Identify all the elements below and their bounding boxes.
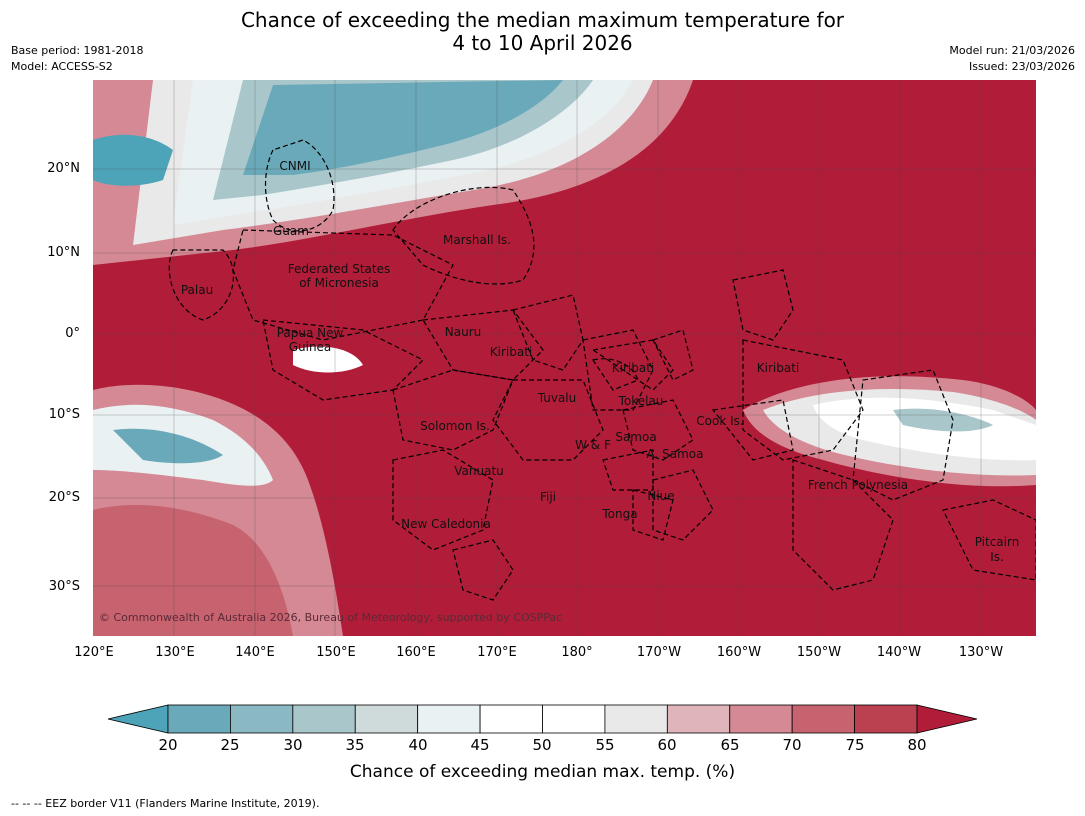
colorbar-cell (854, 704, 918, 734)
region-label-pitcairn-line1: Pitcairn (974, 535, 1020, 549)
colorbar-cell (666, 704, 731, 734)
y-tick-label: 20°N (47, 161, 80, 176)
x-tick-label: 120°E (74, 645, 114, 660)
colorbar-cell (542, 704, 606, 734)
copyright-notice: © Commonwealth of Australia 2026, Bureau… (99, 611, 563, 624)
y-tick-label: 10°S (48, 407, 80, 422)
region-label-samoa: Samoa (615, 430, 657, 444)
region-label-american-samoa: A. Samoa (646, 447, 704, 461)
eez-borders (168, 139, 1036, 601)
x-tick-label: 150°W (796, 645, 842, 660)
colorbar-tick: 20 (158, 736, 178, 754)
region-label-fsm-line2: of Micronesia (299, 276, 379, 290)
colorbar-cell (292, 704, 356, 734)
map-shading (93, 80, 1036, 636)
y-tick-label: 10°N (47, 245, 80, 260)
colorbar-cell (479, 704, 543, 734)
x-tick-label: 170°W (636, 645, 682, 660)
colorbar-cell (791, 704, 855, 734)
y-tick-label: 20°S (48, 490, 80, 505)
region-label-guam: Guam (273, 224, 309, 238)
y-tick-label: 0° (65, 326, 80, 341)
colorbar-tick: 30 (283, 736, 303, 754)
colorbar-tick: 50 (532, 736, 552, 754)
colorbar-tick: 55 (595, 736, 615, 754)
x-tick-label: 160°E (396, 645, 436, 660)
model-run: Model run: 21/03/2026 (949, 44, 1075, 57)
region-label-cook: Cook Is. (696, 414, 744, 428)
footer-eez-note: -- -- -- EEZ border V11 (Flanders Marine… (11, 797, 320, 810)
colorbar-tick: 70 (782, 736, 802, 754)
colorbar-tick: 45 (470, 736, 490, 754)
colorbar-under-arrow (107, 704, 169, 734)
x-tick-label: 140°W (876, 645, 922, 660)
region-label-fiji: Fiji (539, 490, 557, 504)
colorbar-tick: 35 (345, 736, 365, 754)
x-tick-label: 160°W (716, 645, 762, 660)
region-label-kiribati-west: Kiribati (489, 345, 533, 359)
region-label-wallis-futuna: W & F (575, 438, 611, 452)
y-tick-label: 30°S (48, 579, 80, 594)
region-label-marshall: Marshall Is. (443, 233, 511, 247)
region-label-pitcairn-line2: Is. (990, 550, 1004, 564)
x-tick-label: 180° (561, 645, 593, 660)
model-name: Model: ACCESS-S2 (11, 60, 113, 73)
region-label-tonga: Tonga (602, 507, 638, 521)
region-label-new-caledonia: New Caledonia (401, 517, 491, 531)
x-tick-label: 150°E (316, 645, 356, 660)
colorbar-cell (417, 704, 481, 734)
region-label-tuvalu: Tuvalu (537, 391, 577, 405)
region-label-palau: Palau (180, 283, 214, 297)
colorbar-cell (354, 704, 419, 734)
colorbar (107, 704, 978, 734)
colorbar-title: Chance of exceeding median max. temp. (%… (349, 762, 736, 782)
x-tick-label: 170°E (477, 645, 517, 660)
colorbar-cell (604, 704, 668, 734)
region-label-vanuatu: Vanuatu (454, 464, 504, 478)
region-label-kiribati-east: Kiribati (756, 361, 800, 375)
base-period: Base period: 1981-2018 (11, 44, 144, 57)
colorbar-cell (167, 704, 231, 734)
map-title-line1: Chance of exceeding the median maximum t… (240, 8, 845, 32)
x-tick-label: 130°W (958, 645, 1004, 660)
map-title-line2: 4 to 10 April 2026 (452, 31, 633, 55)
x-tick-label: 140°E (235, 645, 275, 660)
region-label-tokelau: Tokelau (618, 394, 664, 408)
colorbar-tick: 40 (408, 736, 428, 754)
region-label-fsm-line1: Federated States (287, 262, 391, 276)
region-label-png-line2: Guinea (288, 340, 332, 354)
colorbar-tick: 75 (845, 736, 865, 754)
x-tick-label: 130°E (155, 645, 195, 660)
region-label-french-polynesia: French Polynesia (807, 478, 909, 492)
graticule (93, 80, 1036, 636)
colorbar-cell (230, 704, 294, 734)
region-label-nauru: Nauru (444, 325, 482, 339)
region-label-solomon: Solomon Is. (420, 419, 490, 433)
region-label-niue: Niue (647, 489, 675, 503)
colorbar-tick: 60 (657, 736, 677, 754)
map-panel: © Commonwealth of Australia 2026, Bureau… (93, 80, 1036, 636)
colorbar-cell (729, 704, 793, 734)
region-label-cnmi: CNMI (279, 159, 311, 173)
colorbar-tick: 25 (220, 736, 240, 754)
colorbar-over-arrow (916, 704, 978, 734)
region-label-kiribati-central: Kiribati (611, 361, 655, 375)
issued-date: Issued: 23/03/2026 (968, 60, 1075, 73)
colorbar-tick: 65 (720, 736, 740, 754)
colorbar-tick: 80 (907, 736, 927, 754)
region-label-png-line1: Papua New (276, 326, 344, 340)
